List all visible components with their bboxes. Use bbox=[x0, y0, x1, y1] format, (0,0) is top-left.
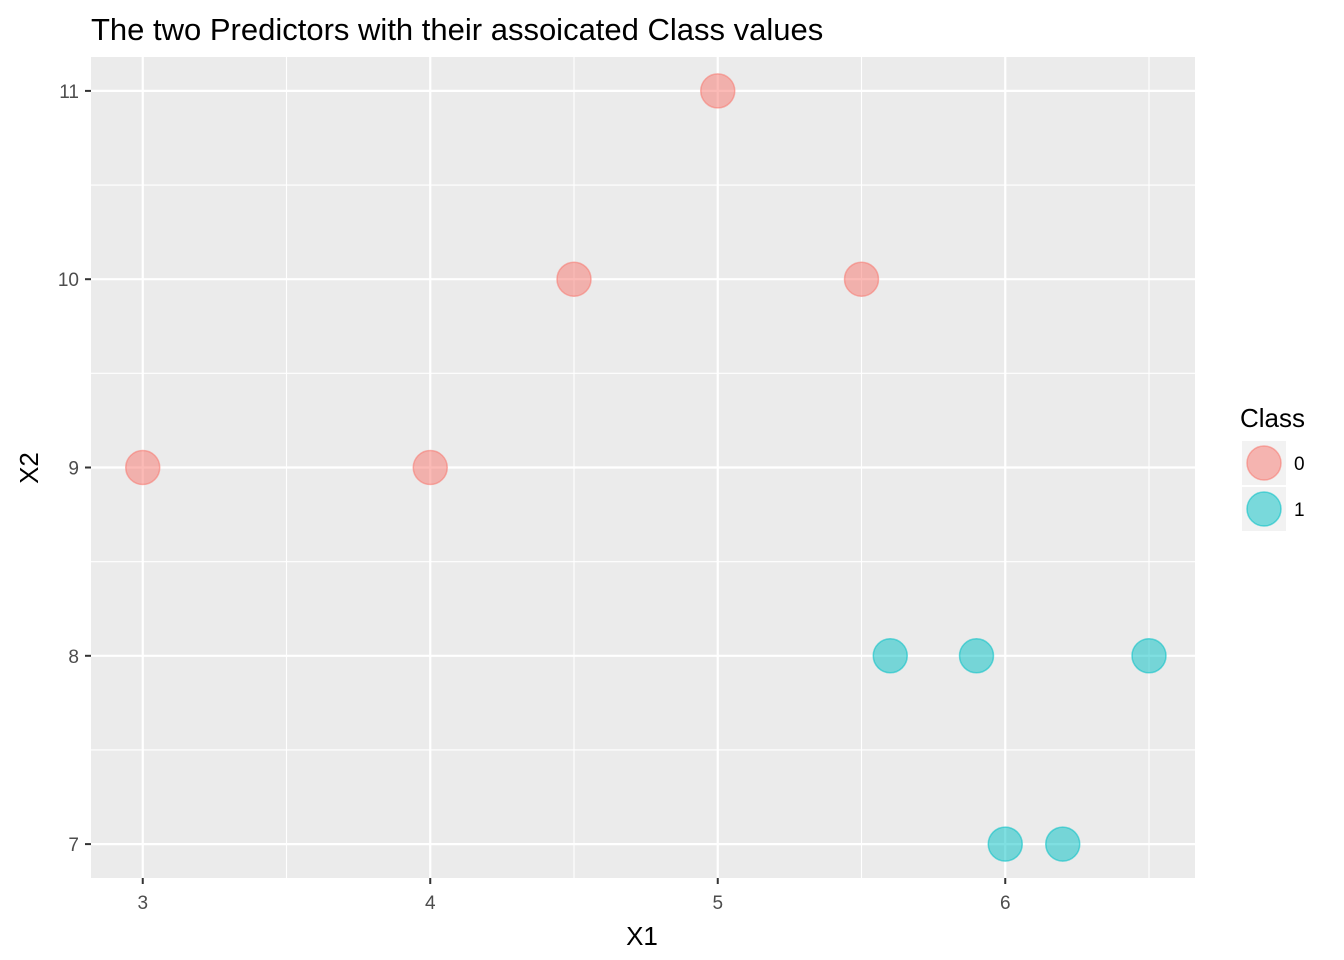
data-point-class-0 bbox=[700, 73, 736, 109]
data-point-class-0 bbox=[556, 261, 592, 297]
y-axis: 7 8 9 10 11 bbox=[58, 82, 91, 856]
data-point-class-1 bbox=[958, 638, 995, 674]
legend-key-class-1 bbox=[1246, 491, 1282, 527]
y-axis-title: X2 bbox=[14, 452, 44, 484]
x-tick-label: 5 bbox=[712, 893, 723, 914]
chart-title: The two Predictors with their assoicated… bbox=[91, 12, 823, 47]
y-tick-label: 11 bbox=[59, 82, 79, 103]
x-axis-title: X1 bbox=[626, 921, 658, 951]
y-tick-label: 8 bbox=[68, 647, 79, 668]
legend-title: Class bbox=[1240, 403, 1305, 433]
y-tick-label: 10 bbox=[58, 270, 79, 291]
x-tick-label: 4 bbox=[425, 893, 436, 914]
y-tick-label: 7 bbox=[68, 835, 79, 856]
data-point-class-0 bbox=[843, 261, 880, 297]
y-tick-label: 9 bbox=[68, 459, 79, 480]
x-axis: 3 4 5 6 bbox=[137, 878, 1011, 914]
x-tick-label: 6 bbox=[1000, 893, 1011, 914]
data-points bbox=[125, 73, 1167, 862]
legend-label: 0 bbox=[1294, 454, 1305, 475]
x-tick-label: 3 bbox=[137, 893, 148, 914]
data-point-class-0 bbox=[412, 449, 448, 486]
data-point-class-1 bbox=[987, 826, 1023, 862]
legend-label: 1 bbox=[1294, 500, 1305, 521]
data-point-class-1 bbox=[1131, 638, 1167, 674]
legend: Class 0 1 bbox=[1240, 403, 1305, 531]
data-point-class-1 bbox=[872, 638, 908, 674]
legend-key-class-0 bbox=[1246, 445, 1282, 481]
data-point-class-0 bbox=[125, 449, 161, 486]
data-point-class-1 bbox=[1045, 826, 1081, 862]
